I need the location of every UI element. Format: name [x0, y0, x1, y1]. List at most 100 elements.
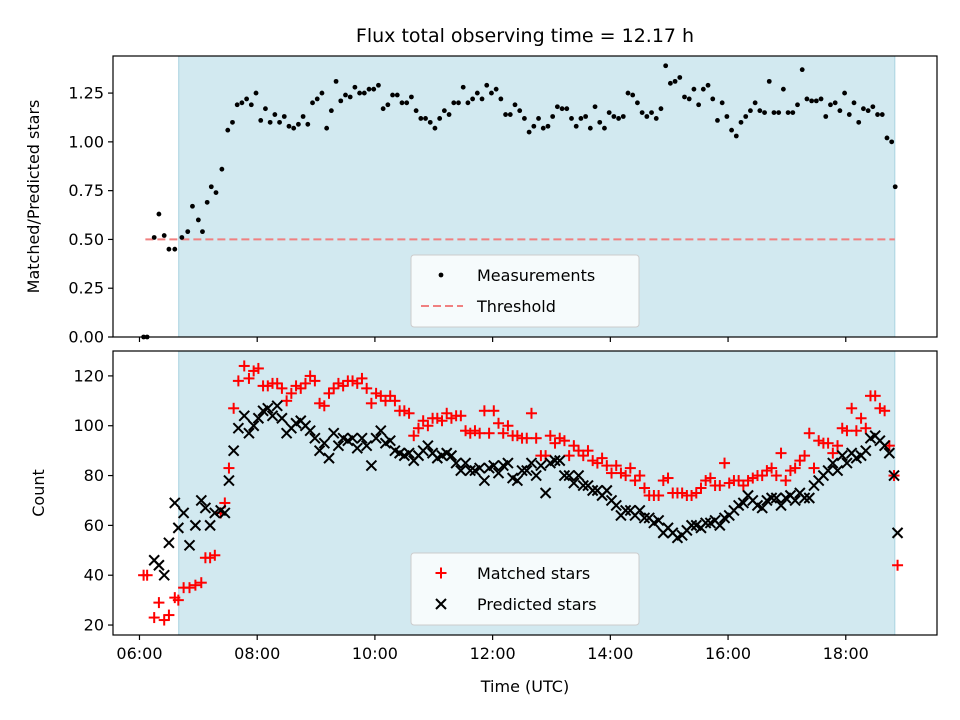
predicted-star-point	[360, 439, 373, 452]
predicted-star-point	[332, 439, 345, 452]
predicted-star-point	[568, 477, 580, 489]
matched-star-point	[488, 405, 500, 417]
measurement-point	[823, 114, 829, 119]
matched-star-point	[370, 387, 382, 399]
predicted-star-point	[464, 464, 476, 477]
matched-star-point	[304, 370, 316, 382]
measurement-point	[729, 127, 734, 133]
measurement-point	[272, 112, 278, 117]
matched-star-point	[318, 400, 330, 412]
matched-star-point	[549, 437, 561, 449]
matched-star-point	[850, 425, 862, 437]
y-tick-label: 20	[84, 616, 104, 635]
predicted-star-point	[558, 469, 571, 482]
measurement-point	[258, 117, 264, 123]
matched-star-point	[460, 425, 472, 437]
measurement-point	[653, 116, 659, 121]
matched-star-point	[493, 417, 505, 429]
predicted-star-point	[351, 442, 363, 454]
matched-star-point	[464, 427, 476, 439]
matched-stars-points	[138, 360, 904, 626]
measurement-point	[456, 100, 461, 106]
predicted-star-point	[262, 402, 274, 415]
predicted-star-point	[163, 537, 175, 549]
matched-star-point	[775, 447, 787, 459]
matched-star-point	[314, 397, 326, 409]
predicted-star-point	[304, 425, 316, 437]
predicted-star-point	[403, 447, 415, 459]
measurement-point	[715, 117, 720, 123]
y-tick-label: 120	[73, 366, 104, 385]
x-axis-label: Time (UTC)	[480, 677, 569, 696]
measurement-point	[498, 96, 504, 102]
legend-label-predicted: Predicted stars	[477, 595, 597, 614]
measurement-point	[484, 82, 490, 88]
predicted-star-point	[309, 432, 321, 444]
matched-star-point	[841, 425, 853, 437]
matched-star-point	[530, 432, 542, 444]
measurement-point	[225, 127, 231, 133]
matched-star-point	[209, 549, 221, 561]
measurement-point	[597, 119, 603, 125]
measurement-point	[418, 116, 424, 121]
matched-star-point	[879, 405, 891, 417]
predicted-star-point	[860, 444, 872, 457]
measurement-point	[361, 90, 367, 96]
matched-star-point	[789, 462, 801, 474]
matched-star-point	[172, 594, 184, 606]
predicted-star-point	[266, 410, 279, 422]
predicted-star-point	[473, 462, 486, 474]
measurement-point	[277, 119, 282, 125]
predicted-star-point	[169, 497, 181, 509]
matched-star-point	[445, 412, 457, 424]
measurement-point	[686, 96, 692, 102]
measurement-point	[451, 100, 457, 106]
matched-star-point	[742, 475, 754, 487]
predicted-star-point	[549, 454, 561, 467]
measurement-point	[465, 100, 471, 106]
measurement-point	[569, 116, 574, 121]
measurement-point	[291, 125, 297, 131]
matched-star-point	[351, 377, 363, 389]
measurement-point	[828, 102, 833, 108]
matched-star-point	[252, 362, 264, 374]
matched-star-point	[563, 450, 575, 462]
predicted-star-point	[422, 439, 434, 452]
matched-star-point	[808, 462, 820, 474]
measurement-point	[526, 129, 532, 135]
bottom-legend: Matched stars Predicted stars	[410, 552, 640, 626]
matched-star-point	[761, 465, 773, 477]
measurement-point	[390, 92, 395, 98]
predicted-star-point	[183, 539, 196, 552]
measurement-point	[376, 82, 381, 88]
matched-star-point	[582, 445, 594, 457]
y-tick-label: 1.00	[68, 132, 104, 151]
predicted-star-point	[888, 469, 900, 482]
predicted-star-point	[516, 464, 528, 477]
predicted-star-point	[375, 425, 387, 437]
matched-star-point	[412, 422, 424, 434]
matched-star-point	[780, 475, 792, 487]
matched-star-point	[794, 455, 806, 467]
matched-star-point	[248, 365, 260, 377]
legend-label-threshold: Threshold	[476, 297, 556, 316]
measurement-point	[837, 108, 843, 114]
measurement-point	[253, 90, 259, 96]
predicted-star-point	[831, 464, 844, 477]
matched-star-point	[328, 382, 340, 394]
predicted-star-point	[313, 444, 326, 457]
measurement-point	[724, 114, 730, 119]
measurement-point	[799, 67, 805, 73]
matched-star-point	[770, 470, 782, 482]
matched-star-point	[591, 457, 603, 469]
measurement-point	[413, 108, 419, 114]
measurement-point	[213, 190, 219, 195]
predicted-star-point	[770, 492, 783, 504]
measurement-point	[602, 125, 607, 131]
measurement-point	[394, 92, 400, 98]
matched-star-point	[262, 380, 274, 392]
predicted-star-point	[502, 457, 514, 469]
matched-star-point	[347, 375, 359, 387]
top-legend-box	[410, 254, 640, 328]
